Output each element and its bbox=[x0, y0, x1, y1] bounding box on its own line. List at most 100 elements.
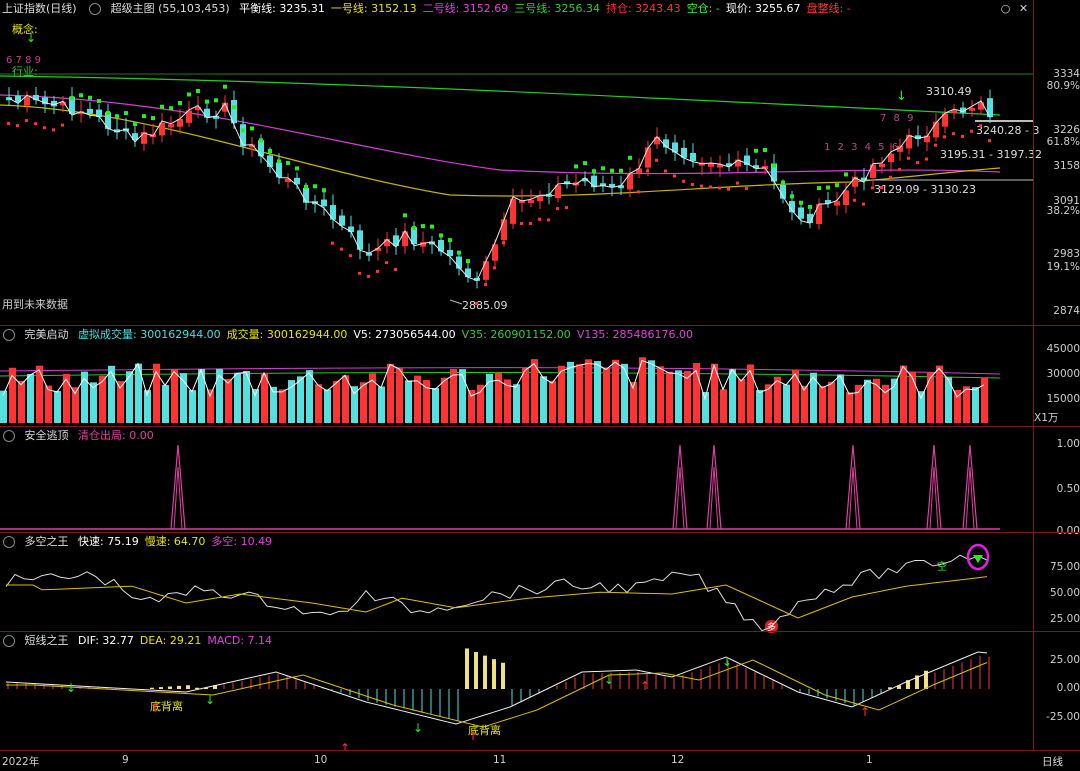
macd-chart[interactable]: ↓ ↓ ↓ ↓ ↓ ↑ ↑ ↑ ↑ ↑ bbox=[0, 632, 1034, 750]
main-y-tick-5: 3091 bbox=[1053, 195, 1080, 207]
future-data-label: 用到未来数据 bbox=[2, 298, 68, 311]
main-item-0: 平衡线: 3235.31 bbox=[239, 2, 325, 15]
volume-item-3: V35: 260901152.00 bbox=[461, 328, 571, 341]
concept-label: 概念: bbox=[12, 23, 38, 36]
escape-y-tick-1: 0.50 bbox=[1056, 483, 1080, 495]
indicator-toggle-icon[interactable] bbox=[89, 3, 102, 15]
volume-header: 完美启动 虚拟成交量: 300162944.00 成交量: 300162944.0… bbox=[0, 326, 705, 343]
svg-text:↓: ↓ bbox=[205, 693, 215, 707]
chart-title: 上证指数(日线) bbox=[2, 2, 77, 15]
main-item-6: 现价: 3255.67 bbox=[725, 2, 801, 15]
main-y-tick-0: 3334 bbox=[1053, 68, 1080, 80]
duokong-item-0: 快速: 75.19 bbox=[78, 535, 139, 548]
duokong-line-chart[interactable] bbox=[0, 533, 1034, 631]
main-y-tick-7: 2983 bbox=[1053, 248, 1080, 260]
volume-y-tick-0: 45000 bbox=[1046, 343, 1080, 355]
volume-item-1: 成交量: 300162944.00 bbox=[226, 328, 348, 341]
main-y-tick-8: 19.1% bbox=[1046, 261, 1080, 273]
macd-y-tick-0: 25.00 bbox=[1049, 654, 1080, 666]
main-chart-panel[interactable]: 上证指数(日线) 超级主图 (55,103,453) 平衡线: 3235.31 一… bbox=[0, 0, 1080, 325]
x-label-oct: 10 bbox=[314, 754, 328, 766]
period-label[interactable]: 日线 bbox=[1042, 756, 1063, 768]
duokong-y-tick-1: 50.00 bbox=[1049, 587, 1080, 599]
circle-icon[interactable]: ○ bbox=[1000, 2, 1011, 15]
indicator-name[interactable]: 超级主图 bbox=[110, 2, 155, 15]
x-label-sep: 9 bbox=[122, 754, 129, 766]
indicator-params: (55,103,453) bbox=[158, 2, 230, 15]
svg-text:↓: ↓ bbox=[604, 673, 614, 687]
duokong-panel[interactable]: 多空之王 快速: 75.19 慢速: 64.70 多空: 10.49 75.00 50… bbox=[0, 533, 1080, 633]
volume-toggle-icon[interactable] bbox=[3, 329, 15, 341]
escape-toggle-icon[interactable] bbox=[3, 430, 15, 442]
escape-y-tick-2: 0.00 bbox=[1056, 525, 1080, 537]
macd-indicator-name[interactable]: 短线之王 bbox=[24, 634, 69, 647]
time-axis: 2022年 9 10 11 12 1 日线 bbox=[0, 750, 1080, 771]
main-y-tick-3: 61.8% bbox=[1046, 136, 1080, 148]
volume-item-2: V5: 273056544.00 bbox=[353, 328, 456, 341]
sequence-mid: 1 2 3 4 5 6 bbox=[824, 142, 901, 153]
volume-y-tick-2: 15000 bbox=[1046, 393, 1080, 405]
annotation-high: 3310.49 bbox=[926, 85, 972, 98]
volume-unit: X1万 bbox=[1034, 412, 1059, 424]
macd-item-1: DEA: 29.21 bbox=[139, 634, 202, 647]
x-label-nov: 11 bbox=[493, 754, 507, 766]
escape-indicator-name[interactable]: 安全逃顶 bbox=[24, 429, 69, 442]
volume-y-tick-1: 30000 bbox=[1046, 368, 1080, 380]
escape-header: 安全逃顶 清仓出局: 0.00 bbox=[0, 427, 166, 444]
macd-y-tick-1: 0.00 bbox=[1056, 682, 1080, 694]
main-item-1: 一号线: 3152.13 bbox=[330, 2, 417, 15]
macd-values: DIF: 32.77 DEA: 29.21 MACD: 7.14 bbox=[78, 634, 278, 647]
volume-panel[interactable]: 完美启动 虚拟成交量: 300162944.00 成交量: 300162944.0… bbox=[0, 326, 1080, 426]
duokong-header: 多空之王 快速: 75.19 慢速: 64.70 多空: 10.49 bbox=[0, 533, 284, 550]
duokong-y-tick-0: 75.00 bbox=[1049, 561, 1080, 573]
sequence-mid2: 7 8 9 bbox=[880, 113, 916, 124]
close-icon[interactable]: ✕ bbox=[1018, 2, 1029, 15]
macd-header: 短线之王 DIF: 32.77 DEA: 29.21 MACD: 7.14 bbox=[0, 632, 284, 649]
macd-panel[interactable]: 短线之王 DIF: 32.77 DEA: 29.21 MACD: 7.14 25.0… bbox=[0, 632, 1080, 750]
main-chart-header: 上证指数(日线) 超级主图 (55,103,453) 平衡线: 3235.31 一… bbox=[0, 0, 863, 17]
main-y-tick-1: 80.9% bbox=[1046, 80, 1080, 92]
industry-label: 行业: bbox=[12, 65, 38, 78]
svg-text:↓: ↓ bbox=[66, 681, 76, 695]
escape-signal-chart[interactable] bbox=[0, 427, 1034, 532]
duokong-toggle-icon[interactable] bbox=[3, 536, 15, 548]
svg-text:↓: ↓ bbox=[413, 721, 423, 735]
main-item-4: 持仓: 3243.43 bbox=[605, 2, 681, 15]
duokong-item-2: 多空: 10.49 bbox=[211, 535, 273, 548]
macd-item-0: DIF: 32.77 bbox=[78, 634, 134, 647]
divergence-label-2: 底背离 bbox=[468, 724, 501, 737]
svg-text:↑: ↑ bbox=[150, 701, 160, 715]
escape-item-0: 清仓出局: 0.00 bbox=[78, 429, 154, 442]
main-item-7: 盘整线: - bbox=[806, 2, 851, 15]
macd-toggle-icon[interactable] bbox=[3, 635, 15, 647]
macd-item-2: MACD: 7.14 bbox=[207, 634, 273, 647]
duokong-values: 快速: 75.19 慢速: 64.70 多空: 10.49 bbox=[78, 535, 278, 548]
macd-y-tick-2: -25.00 bbox=[1046, 711, 1080, 723]
svg-text:↑: ↑ bbox=[468, 729, 478, 743]
volume-bar-chart[interactable] bbox=[0, 326, 1034, 426]
axis-separator bbox=[1033, 0, 1034, 750]
duokong-y-tick-2: 25.00 bbox=[1049, 613, 1080, 625]
sequence-small: 6 7 8 9 bbox=[6, 55, 41, 66]
main-item-3: 三号线: 3256.34 bbox=[514, 2, 600, 15]
svg-text:↓: ↓ bbox=[26, 31, 36, 45]
main-y-tick-2: 3226 bbox=[1053, 124, 1080, 136]
main-candle-chart[interactable]: ↓↓ bbox=[0, 0, 1034, 325]
volume-item-4: V135: 285486176.00 bbox=[576, 328, 694, 341]
annotation-low: 2885.09 bbox=[462, 299, 508, 312]
volume-indicator-name[interactable]: 完美启动 bbox=[24, 328, 69, 341]
main-y-tick-4: 3158 bbox=[1053, 160, 1080, 172]
divergence-label-1: 底背离 bbox=[150, 700, 183, 713]
main-y-tick-6: 38.2% bbox=[1046, 205, 1080, 217]
annotation-a1: 3240.28 - 3 bbox=[976, 124, 1040, 137]
duokong-indicator-name[interactable]: 多空之王 bbox=[24, 535, 69, 548]
kong-tag: 空 bbox=[937, 562, 947, 573]
x-label-jan: 1 bbox=[866, 754, 873, 766]
annotation-a3: 3129.09 - 3130.23 bbox=[874, 183, 976, 196]
escape-top-panel[interactable]: 安全逃顶 清仓出局: 0.00 1.00 0.50 0.00 bbox=[0, 427, 1080, 537]
x-label-dec: 12 bbox=[671, 754, 685, 766]
svg-text:↓: ↓ bbox=[722, 655, 732, 669]
main-item-2: 二号线: 3152.69 bbox=[422, 2, 509, 15]
main-item-5: 空仓: - bbox=[686, 2, 720, 15]
volume-item-0: 虚拟成交量: 300162944.00 bbox=[78, 328, 221, 341]
